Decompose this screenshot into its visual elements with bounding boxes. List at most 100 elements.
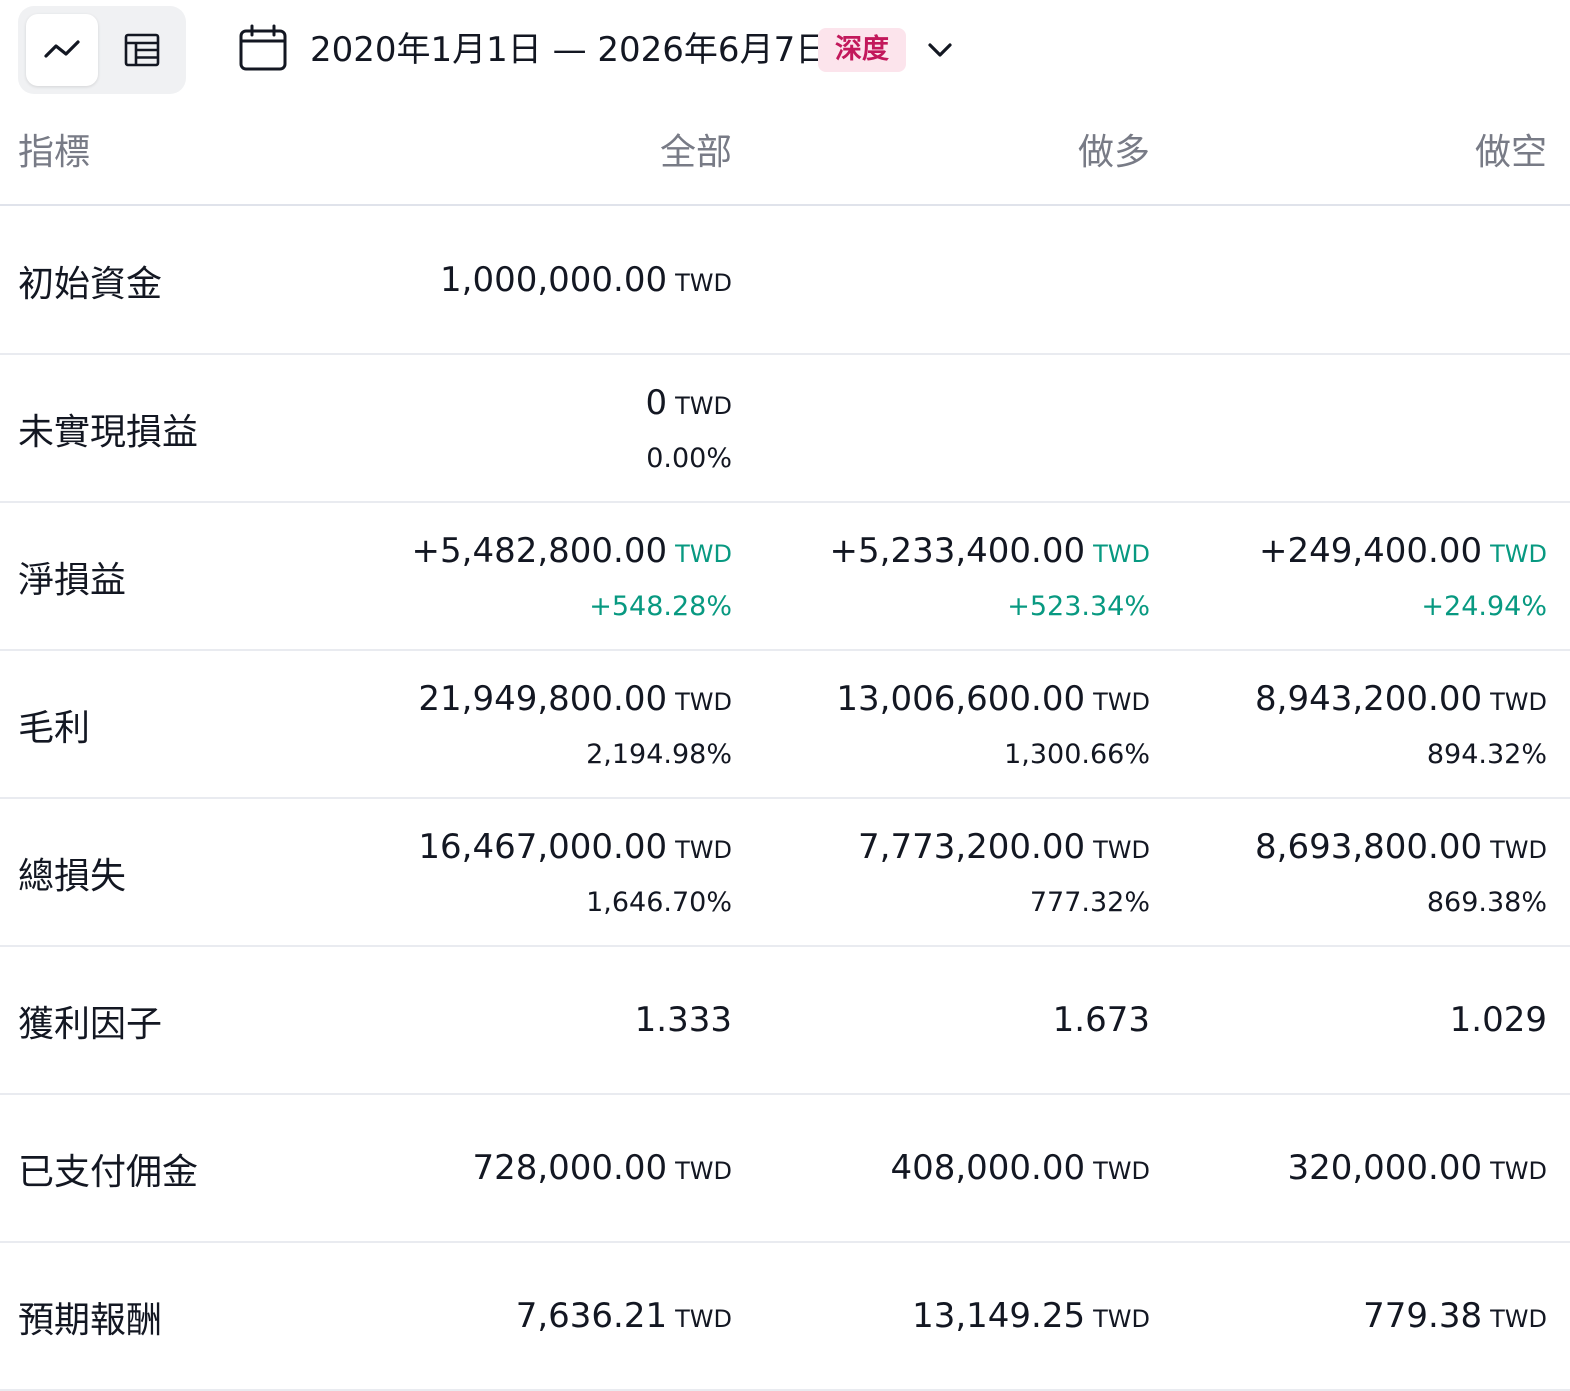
metric-percent: 2,194.98% <box>586 738 732 770</box>
metric-cell: 779.38 TWD <box>1147 1243 1547 1391</box>
metric-value: 8,943,200.00 TWD <box>1255 674 1547 727</box>
currency-unit: TWD <box>1093 835 1150 864</box>
metric-percent: 0.00% <box>646 442 732 474</box>
table-row: 總損失 16,467,000.00 TWD 1,646.70% 7,773,200.00… <box>0 799 1570 947</box>
value-text: 408,000.00 <box>890 1147 1086 1188</box>
metric-cell: 1.333 <box>332 947 732 1095</box>
metric-label: 未實現損益 <box>18 412 199 453</box>
currency-unit: TWD <box>1093 1156 1150 1185</box>
metric-value: 779.38 TWD <box>1363 1291 1547 1344</box>
metric-cell: +5,233,400.00 TWD +523.34% <box>750 503 1150 651</box>
chart-view-button[interactable] <box>26 14 98 86</box>
value-text: 8,943,200.00 <box>1255 678 1483 719</box>
currency-unit: TWD <box>675 391 732 420</box>
toolbar: 2020年1月1日 — 2026年6月7日 深度 <box>0 0 1570 100</box>
metric-label: 獲利因子 <box>18 1004 163 1045</box>
metric-cell: +249,400.00 TWD +24.94% <box>1147 503 1547 651</box>
value-text: 21,949,800.00 <box>418 678 668 719</box>
date-range[interactable]: 2020年1月1日 — 2026年6月7日 <box>310 30 830 70</box>
header-short: 做空 <box>1474 132 1547 173</box>
value-text: +249,400.00 <box>1258 530 1483 571</box>
value-text: 16,467,000.00 <box>418 826 668 867</box>
currency-unit: TWD <box>1490 835 1547 864</box>
metric-value: 13,006,600.00 TWD <box>836 674 1150 727</box>
metric-cell: +5,482,800.00 TWD +548.28% <box>332 503 732 651</box>
metric-value: 7,773,200.00 TWD <box>858 822 1150 875</box>
metric-percent: 1,300.66% <box>1004 738 1150 770</box>
metric-value: +5,233,400.00 TWD <box>830 526 1150 579</box>
currency-unit: TWD <box>1490 1304 1547 1333</box>
currency-unit: TWD <box>675 1304 732 1333</box>
table-row: 已支付佣金 728,000.00 TWD 408,000.00 TWD 320,000.0… <box>0 1095 1570 1243</box>
metric-cell: 728,000.00 TWD <box>332 1095 732 1243</box>
metric-cell <box>750 355 1150 503</box>
value-text: 7,773,200.00 <box>858 826 1086 867</box>
value-text: 8,693,800.00 <box>1255 826 1483 867</box>
value-text: 1.029 <box>1449 999 1547 1040</box>
metric-cell: 7,636.21 TWD <box>332 1243 732 1391</box>
metric-cell: 1,000,000.00 TWD <box>332 207 732 355</box>
metric-value: 0 TWD <box>645 378 732 431</box>
currency-unit: TWD <box>675 539 732 568</box>
metric-value: 320,000.00 TWD <box>1287 1143 1547 1196</box>
metric-label: 淨損益 <box>18 560 127 601</box>
value-text: +5,482,800.00 <box>411 530 668 571</box>
table-view-button[interactable] <box>106 14 178 86</box>
table-row: 未實現損益 0 TWD 0.00% <box>0 355 1570 503</box>
header-metric: 指標 <box>18 132 91 173</box>
metric-value: 16,467,000.00 TWD <box>418 822 732 875</box>
metric-cell: 16,467,000.00 TWD 1,646.70% <box>332 799 732 947</box>
metric-cell <box>1147 207 1547 355</box>
metric-value: 728,000.00 TWD <box>472 1143 732 1196</box>
deep-backtest-badge: 深度 <box>818 28 906 72</box>
value-text: 0 <box>645 382 668 423</box>
table-row: 毛利 21,949,800.00 TWD 2,194.98% 13,006,600.00… <box>0 651 1570 799</box>
value-text: 728,000.00 <box>472 1147 668 1188</box>
view-toggle <box>18 6 186 94</box>
line-chart-icon <box>44 40 80 58</box>
value-text: 320,000.00 <box>1287 1147 1483 1188</box>
metric-value: 408,000.00 TWD <box>890 1143 1150 1196</box>
metric-cell: 13,149.25 TWD <box>750 1243 1150 1391</box>
value-text: 7,636.21 <box>515 1295 668 1336</box>
chevron-down-icon[interactable] <box>924 34 956 66</box>
metric-cell: 13,006,600.00 TWD 1,300.66% <box>750 651 1150 799</box>
table-row: 獲利因子 1.333 1.673 1.029 <box>0 947 1570 1095</box>
table-header: 指標 全部 做多 做空 <box>0 100 1570 206</box>
metric-cell: 21,949,800.00 TWD 2,194.98% <box>332 651 732 799</box>
metric-value: 21,949,800.00 TWD <box>418 674 732 727</box>
metric-percent: 777.32% <box>1029 886 1150 918</box>
currency-unit: TWD <box>1093 687 1150 716</box>
currency-unit: TWD <box>1490 687 1547 716</box>
metric-cell <box>1147 355 1547 503</box>
metric-cell: 7,773,200.00 TWD 777.32% <box>750 799 1150 947</box>
value-text: 1.333 <box>634 999 732 1040</box>
metric-value: 13,149.25 TWD <box>912 1291 1150 1344</box>
metric-value: 1.673 <box>1053 995 1150 1048</box>
metric-percent: +523.34% <box>1007 590 1150 622</box>
calendar-icon[interactable] <box>238 24 288 72</box>
metric-label: 毛利 <box>18 708 91 749</box>
table-row: 預期報酬 7,636.21 TWD 13,149.25 TWD 779.38 TWD <box>0 1243 1570 1391</box>
value-text: 1,000,000.00 <box>440 259 668 300</box>
metric-cell <box>750 207 1150 355</box>
metric-value: 7,636.21 TWD <box>516 1291 732 1344</box>
metric-percent: 1,646.70% <box>586 886 732 918</box>
header-long: 做多 <box>1077 132 1150 173</box>
currency-unit: TWD <box>675 268 732 297</box>
metric-cell: 408,000.00 TWD <box>750 1095 1150 1243</box>
table-row: 淨損益 +5,482,800.00 TWD +548.28% +5,233,400.00… <box>0 503 1570 651</box>
currency-unit: TWD <box>1490 539 1547 568</box>
metric-label: 總損失 <box>18 856 127 897</box>
metric-value: 1,000,000.00 TWD <box>440 255 732 308</box>
currency-unit: TWD <box>1490 1156 1547 1185</box>
metric-cell: 8,693,800.00 TWD 869.38% <box>1147 799 1547 947</box>
currency-unit: TWD <box>675 835 732 864</box>
value-text: 1.673 <box>1052 999 1150 1040</box>
metric-value: 1.029 <box>1450 995 1547 1048</box>
metric-cell: 0 TWD 0.00% <box>332 355 732 503</box>
currency-unit: TWD <box>675 1156 732 1185</box>
header-all: 全部 <box>659 132 732 173</box>
value-text: 13,149.25 <box>912 1295 1086 1336</box>
value-text: +5,233,400.00 <box>829 530 1086 571</box>
